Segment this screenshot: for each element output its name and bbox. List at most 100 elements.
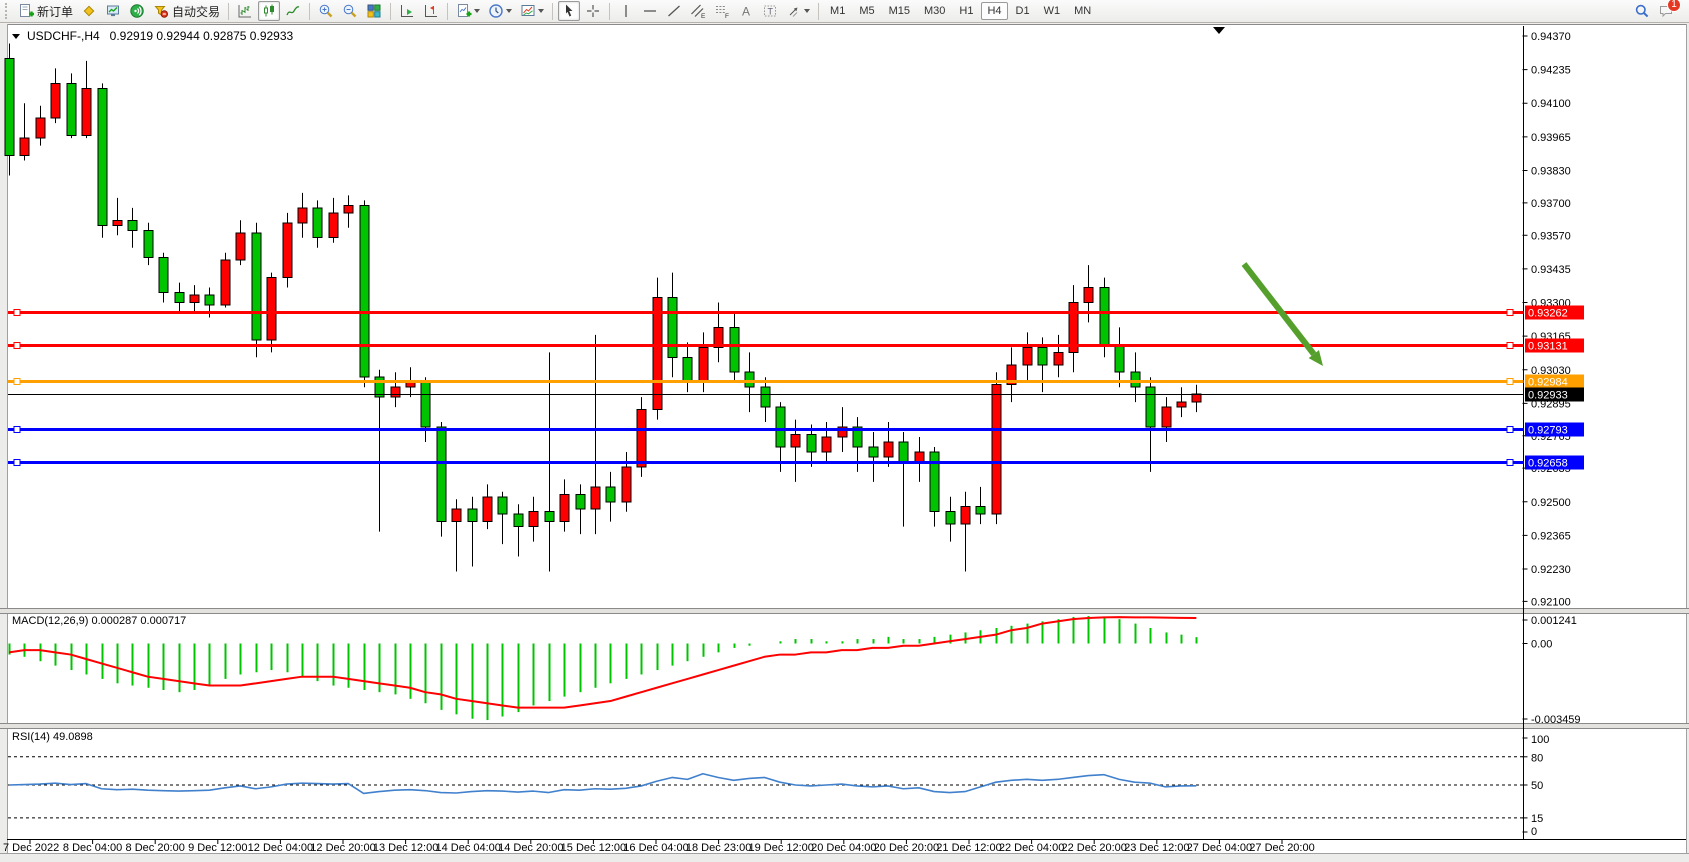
- bar-chart-icon: [238, 5, 252, 18]
- line-chart-button[interactable]: [282, 1, 304, 21]
- bar-chart-button[interactable]: [234, 1, 256, 21]
- macd-panel: 0.001241 0.00 -0.003459: [8, 615, 1581, 726]
- price-axis[interactable]: 0.94370 0.94235 0.94100 0.93965 0.93830 0.937…: [1522, 31, 1571, 608]
- metaeditor-button[interactable]: [78, 1, 100, 21]
- svg-text:0.94100: 0.94100: [1531, 98, 1571, 110]
- timeframe-mn-button[interactable]: MN: [1074, 5, 1092, 17]
- svg-text:0.93570: 0.93570: [1531, 230, 1571, 242]
- svg-text:E: E: [701, 13, 706, 19]
- svg-text:20 Dec 04:00: 20 Dec 04:00: [811, 842, 876, 854]
- symbol-dropdown-icon[interactable]: [12, 33, 20, 39]
- svg-text:0.92100: 0.92100: [1531, 596, 1571, 608]
- horizontal-line-icon: [644, 10, 657, 12]
- svg-text:15: 15: [1531, 813, 1543, 825]
- timeframe-h1-button[interactable]: H1: [959, 5, 974, 17]
- toolbar-separator: [228, 2, 230, 20]
- chart-ohlc-values: 0.92919 0.92944 0.92875 0.92933: [109, 29, 294, 43]
- rsi-panel: 100 80 50 150: [8, 734, 1549, 838]
- line-chart-icon: [286, 6, 300, 16]
- dropdown-arrow-icon[interactable]: [538, 9, 545, 13]
- macd-name: MACD(12,26,9): [12, 615, 89, 627]
- periods-button[interactable]: [485, 1, 515, 21]
- svg-text:0.92658: 0.92658: [1528, 458, 1568, 470]
- signals-button[interactable]: [126, 1, 148, 21]
- svg-text:12 Dec 04:00: 12 Dec 04:00: [248, 842, 313, 854]
- timeframe-m5-button[interactable]: M5: [859, 5, 875, 17]
- toolbar-grip: [5, 3, 11, 19]
- dropdown-arrow-icon[interactable]: [506, 9, 513, 13]
- search-button[interactable]: [1631, 1, 1653, 21]
- timeframe-m30-button[interactable]: M30: [924, 5, 946, 17]
- new-order-button[interactable]: 新订单: [15, 1, 76, 21]
- zoom-in-button[interactable]: [315, 1, 337, 21]
- svg-text:14 Dec 20:00: 14 Dec 20:00: [498, 842, 563, 854]
- window-frame-bottom: [0, 853, 1689, 862]
- candlestick-button[interactable]: [258, 1, 281, 21]
- timeframe-m1-button[interactable]: M1: [830, 5, 846, 17]
- window-frame-left: [0, 24, 8, 853]
- strategy-tester-icon: [107, 5, 120, 17]
- svg-text:0.93030: 0.93030: [1531, 365, 1571, 377]
- trend-arrow-annotation[interactable]: [1241, 262, 1323, 366]
- rsi-value: 49.0898: [52, 731, 93, 743]
- chart-shift-button[interactable]: [420, 1, 442, 21]
- tile-windows-icon: [367, 4, 381, 18]
- macd-values: 0.000287 0.000717: [91, 615, 187, 627]
- svg-text:0.001241: 0.001241: [1531, 615, 1577, 627]
- shift-marker-icon[interactable]: [1213, 27, 1225, 34]
- vertical-line-button[interactable]: [615, 1, 637, 21]
- svg-text:7 Dec 2022: 7 Dec 2022: [3, 842, 59, 854]
- panel-separator-rsi[interactable]: [0, 723, 1689, 729]
- arrows-tool-button[interactable]: [783, 1, 813, 21]
- svg-text:50: 50: [1531, 780, 1543, 792]
- indicators-button[interactable]: [453, 1, 483, 21]
- timeframe-w1-button[interactable]: W1: [1043, 5, 1061, 17]
- time-axis[interactable]: 7 Dec 2022 8 Dec 04:00 8 Dec 20:00 9 Dec 12…: [3, 840, 1315, 854]
- autotrading-button[interactable]: 自动交易: [150, 1, 223, 21]
- svg-text:-0.003459: -0.003459: [1531, 714, 1581, 726]
- panel-separator-macd[interactable]: [0, 608, 1689, 614]
- chart-symbol-period: USDCHF-,H4: [27, 29, 100, 43]
- dropdown-arrow-icon[interactable]: [804, 9, 811, 13]
- svg-text:20 Dec 20:00: 20 Dec 20:00: [874, 842, 939, 854]
- equidistant-channel-button[interactable]: E: [687, 1, 709, 21]
- strategy-tester-button[interactable]: [102, 1, 124, 21]
- auto-scroll-icon: [401, 5, 414, 17]
- equidistant-channel-icon: E: [691, 4, 706, 19]
- trendline-button[interactable]: [663, 1, 685, 21]
- cursor-button[interactable]: [558, 1, 581, 21]
- dropdown-arrow-icon[interactable]: [474, 9, 481, 13]
- tile-windows-button[interactable]: [363, 1, 385, 21]
- toolbar-separator: [447, 2, 449, 20]
- search-icon: [1635, 4, 1649, 18]
- timeframe-d1-button[interactable]: D1: [1015, 5, 1030, 17]
- svg-text:80: 80: [1531, 753, 1543, 765]
- chart-shift-icon: [425, 5, 438, 17]
- fibonacci-button[interactable]: F: [711, 1, 733, 21]
- vertical-line-icon: [625, 5, 627, 17]
- svg-text:0.92984: 0.92984: [1528, 377, 1568, 389]
- zoom-out-icon: [343, 4, 357, 18]
- crosshair-icon: [587, 5, 600, 17]
- svg-text:0: 0: [1531, 826, 1537, 838]
- svg-text:A: A: [742, 5, 750, 19]
- auto-scroll-button[interactable]: [396, 1, 418, 21]
- templates-button[interactable]: [517, 1, 547, 21]
- text-button[interactable]: A: [735, 1, 757, 21]
- autotrading-label: 自动交易: [172, 4, 221, 19]
- svg-text:0.92933: 0.92933: [1528, 390, 1568, 402]
- zoom-out-button[interactable]: [339, 1, 361, 21]
- timeframe-h4-button[interactable]: H4: [981, 2, 1008, 20]
- chart-window[interactable]: [0, 24, 1689, 862]
- timeframe-m15-button[interactable]: M15: [888, 5, 910, 17]
- svg-text:22 Dec 20:00: 22 Dec 20:00: [1061, 842, 1126, 854]
- text-label-button[interactable]: T: [759, 1, 781, 21]
- svg-text:0.93262: 0.93262: [1528, 308, 1568, 320]
- horizontal-line-button[interactable]: [639, 1, 661, 21]
- notifications-button[interactable]: 1: [1655, 0, 1681, 21]
- signals-icon: [130, 4, 144, 18]
- crosshair-button[interactable]: [582, 1, 604, 21]
- svg-text:0.93965: 0.93965: [1531, 132, 1571, 144]
